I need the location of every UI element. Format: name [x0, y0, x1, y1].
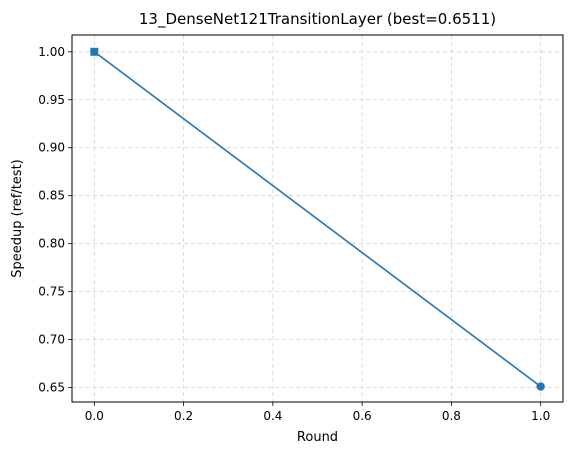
y-tick-label: 0.65	[38, 381, 65, 395]
data-point-circle	[536, 382, 545, 391]
y-tick-label: 0.80	[38, 237, 65, 251]
y-axis-ticks: 0.65 0.70 0.75 0.80 0.85 0.90 0.95 1.00	[38, 45, 72, 395]
x-axis-ticks: 0.0 0.2 0.4 0.6 0.8 1.0	[85, 402, 550, 423]
y-tick-label: 1.00	[38, 45, 65, 59]
x-tick-label: 0.8	[442, 409, 461, 423]
data-point-square	[90, 47, 99, 56]
x-tick-label: 0.0	[85, 409, 104, 423]
y-tick-label: 0.90	[38, 141, 65, 155]
x-tick-label: 1.0	[531, 409, 550, 423]
y-tick-label: 0.95	[38, 93, 65, 107]
y-tick-label: 0.70	[38, 333, 65, 347]
y-gridlines	[72, 51, 563, 389]
x-gridlines	[93, 35, 542, 402]
x-axis-title: Round	[297, 430, 338, 445]
chart-title: 13_DenseNet121TransitionLayer (best=0.65…	[139, 10, 496, 29]
y-tick-label: 0.75	[38, 285, 65, 299]
series-line	[93, 51, 542, 388]
x-tick-label: 0.2	[174, 409, 193, 423]
y-tick-label: 0.85	[38, 189, 65, 203]
y-axis-title: Speedup (ref/test)	[10, 159, 25, 278]
x-tick-label: 0.4	[263, 409, 282, 423]
series-layer	[90, 47, 545, 391]
plot-frame	[71, 34, 564, 403]
x-tick-label: 0.6	[353, 409, 372, 423]
